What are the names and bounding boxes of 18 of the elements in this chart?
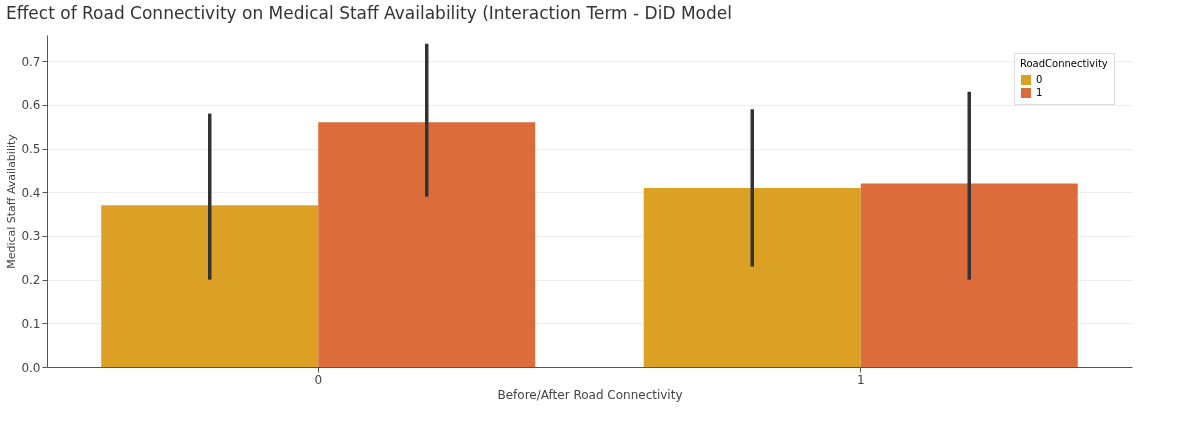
- y-tick-label: 0.7: [21, 54, 41, 69]
- x-axis-title: Before/After Road Connectivity: [497, 387, 683, 402]
- legend-title: RoadConnectivity: [1020, 58, 1108, 69]
- y-tick-label: 0.3: [21, 229, 41, 244]
- y-axis-title: Medical Staff Availability: [5, 133, 19, 269]
- y-tick-label: 0.6: [21, 98, 41, 113]
- chart-title: Effect of Road Connectivity on Medical Staff Availability (Interaction Term - DiD Model: [5, 3, 732, 23]
- bar: [860, 183, 1078, 367]
- bar: [101, 205, 319, 367]
- bar: [643, 187, 861, 367]
- y-tick-label: 0.2: [21, 273, 41, 288]
- y-tick-label: 0.5: [21, 142, 41, 157]
- y-tick-label: 0.1: [21, 316, 41, 331]
- legend-label: 1: [1036, 87, 1043, 98]
- y-tick-label: 0.0: [21, 360, 41, 375]
- legend-label: 0: [1036, 74, 1043, 85]
- bar: [318, 122, 536, 367]
- y-tick-label: 0.4: [21, 185, 41, 200]
